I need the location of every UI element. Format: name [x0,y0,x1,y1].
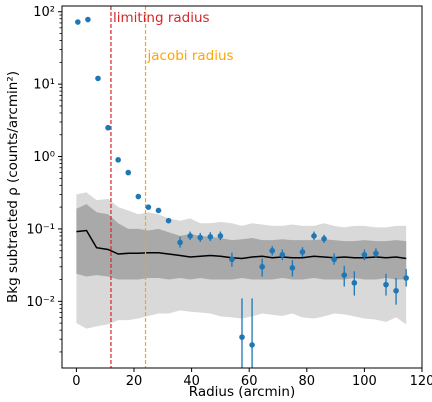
data-point [269,247,276,254]
data-point [229,256,235,263]
data-point [331,256,337,263]
data-point [187,233,193,239]
data-point [197,234,204,241]
data-point [341,272,348,278]
data-point [361,251,368,258]
data-point [155,207,162,214]
data-point [75,19,81,25]
data-point [311,233,317,239]
ticks-layer: limiting radius jacobi radius 0 20 40 60 80 100… [26,5,432,389]
limiting-radius-label: limiting radius [113,10,210,26]
x-tick-label: 100 [352,374,377,389]
data-point [299,249,306,255]
x-tick-label: 80 [299,374,316,389]
plot-layer [75,6,409,368]
data-point [105,124,111,131]
data-point [393,287,399,294]
jacobi-radius-label: jacobi radius [147,48,234,64]
y-tick-label: 10¹ [33,78,55,93]
x-tick-label: 60 [241,374,258,389]
data-point [259,263,265,270]
data-point [403,275,409,281]
x-tick-label: 40 [183,374,200,389]
x-tick-label: 0 [72,374,80,389]
y-tick-label: 10⁻² [26,295,55,310]
plot-frame [61,5,423,369]
x-tick-label: 20 [126,374,143,389]
data-point [135,193,142,200]
data-point [145,204,152,210]
data-point [95,75,101,82]
data-point [115,157,121,163]
data-point [383,281,389,288]
data-point [177,239,183,246]
data-point [279,251,286,258]
inner-band [76,204,407,280]
data-point [239,334,245,340]
data-point [249,342,255,348]
y-tick-label: 10⁰ [33,150,55,165]
data-point [351,280,358,286]
y-tick-label: 10² [33,5,55,20]
data-point [85,16,91,23]
data-point [217,233,224,239]
x-tick-label: 120 [410,374,432,389]
data-point [373,250,379,257]
y-tick-label: 10⁻¹ [26,222,55,237]
data-point [321,236,327,242]
background-median-line [76,229,407,260]
data-point [125,169,132,176]
data-point [289,265,296,271]
x-axis-label: Radius (arcmin) [189,384,296,400]
y-axis-label: Bkg subtracted ρ (counts/arcmin²) [5,71,21,303]
data-point [207,233,214,240]
data-point [165,217,172,224]
